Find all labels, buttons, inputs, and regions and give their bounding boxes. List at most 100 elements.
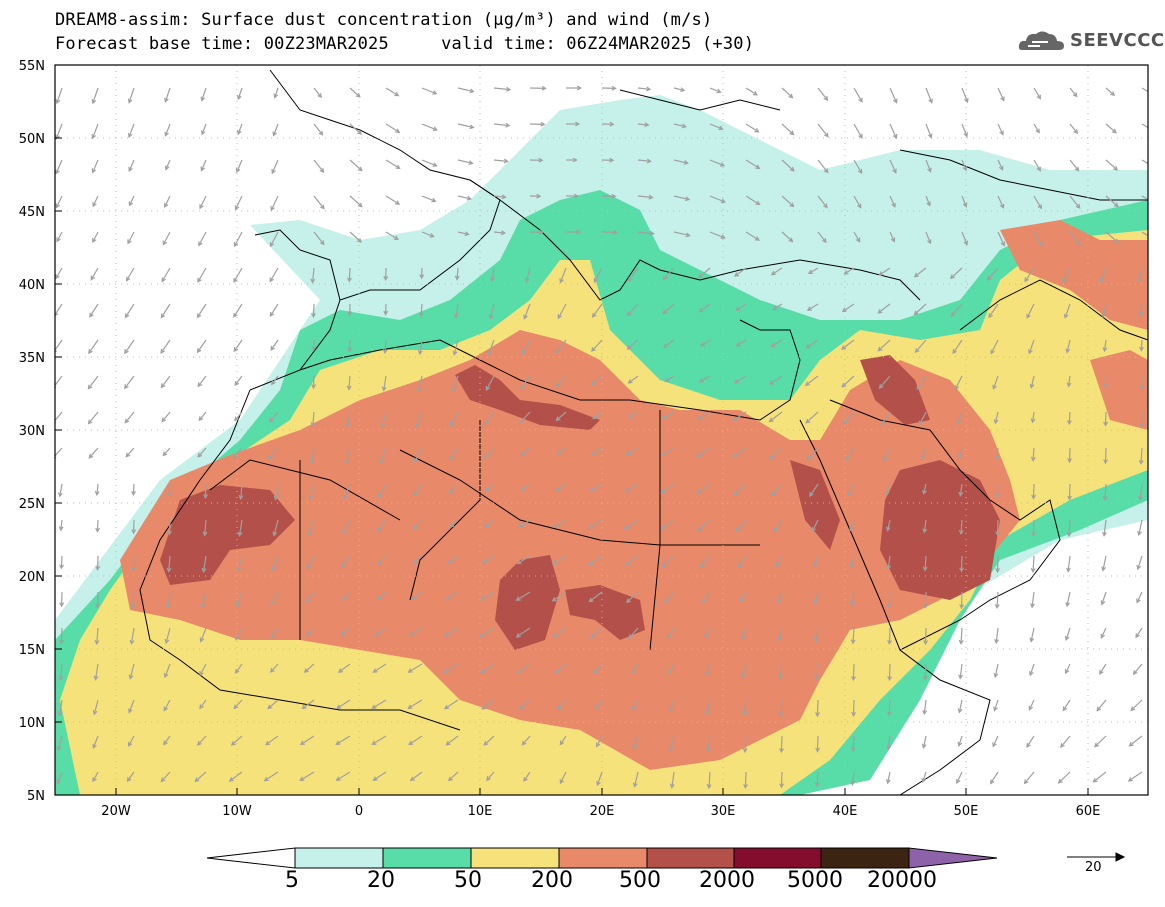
wind-arrow [843, 411, 855, 425]
wind-arrow [413, 483, 423, 496]
wind-arrow [887, 519, 891, 531]
wind-arrow-head [922, 528, 928, 534]
wind-arrow [807, 447, 819, 461]
wind-arrow-head [311, 312, 316, 318]
lat-label: 5N [27, 789, 45, 804]
wind-arrow-head [343, 494, 348, 500]
wind-arrow [997, 195, 1004, 209]
wind-arrow-head [536, 193, 542, 199]
wind-arrow [709, 231, 725, 239]
wind-arrow [307, 519, 315, 535]
wind-arrow-head [923, 640, 929, 646]
wind-arrow-head [357, 166, 363, 172]
wind-arrow [383, 375, 387, 391]
wind-arrow [590, 627, 603, 639]
wind-arrow [771, 267, 783, 276]
wind-arrow [234, 375, 243, 386]
wind-arrow-head [1024, 277, 1029, 283]
wind-arrow-head [233, 347, 239, 353]
wind-arrow-head [449, 522, 455, 528]
wind-arrow-head [87, 419, 93, 425]
wind-arrow-head [160, 383, 166, 389]
wind-arrow [132, 555, 135, 571]
wind-arrow [734, 267, 747, 277]
wind-arrow [817, 231, 827, 243]
wind-arrow [951, 303, 963, 317]
wind-arrow [480, 663, 495, 674]
wind-arrow [1062, 267, 1071, 283]
wind-arrow-head [95, 527, 101, 533]
wind-arrow-head [128, 674, 134, 680]
wind-arrow [741, 627, 747, 639]
wind-arrow [445, 591, 459, 601]
wind-arrow-head [556, 348, 561, 354]
wind-arrow-head [886, 564, 892, 571]
wind-arrow-head [90, 275, 96, 281]
wind-arrow [1093, 771, 1107, 783]
wind-arrow-head [878, 271, 884, 276]
wind-arrow [484, 447, 495, 459]
colorbar-label: 20 [367, 868, 395, 893]
wind-arrow-head [892, 168, 897, 174]
wind-arrow [408, 699, 423, 709]
wind-arrow [271, 375, 279, 385]
wind-arrow-head [789, 130, 795, 136]
wind-arrow-head [319, 240, 325, 246]
wind-arrow [96, 591, 99, 608]
wind-arrow [626, 591, 639, 603]
wind-arrow-head [1103, 421, 1109, 427]
wind-arrow-head [1066, 567, 1071, 573]
wind-arrow [451, 375, 459, 392]
wind-arrow [521, 735, 531, 746]
wind-arrow [309, 483, 315, 500]
wind-arrow [517, 663, 531, 674]
wind-arrow [994, 411, 999, 424]
wind-arrow [888, 591, 891, 607]
wind-arrow [596, 771, 603, 786]
wind-arrow [1105, 123, 1117, 134]
wind-arrow [1069, 231, 1081, 245]
wind-arrow [633, 735, 639, 749]
colorbar-segment [558, 847, 648, 869]
wind-arrow-head [347, 277, 352, 283]
wind-arrow-head [408, 632, 414, 637]
wind-arrow-head [660, 525, 666, 531]
wind-arrow-head [776, 562, 781, 568]
wind-arrow [770, 339, 783, 348]
wind-arrow-head [233, 277, 238, 283]
wind-arrow [590, 483, 603, 492]
wind-arrow [1101, 591, 1107, 605]
wind-arrow-head [202, 531, 208, 537]
wind-arrow-head [788, 93, 794, 99]
wind-arrow-head [505, 86, 512, 92]
wind-arrow-head [481, 705, 487, 710]
wind-arrow [960, 519, 963, 534]
wind-arrow [163, 735, 171, 745]
wind-arrow-head [680, 87, 686, 92]
wind-arrow-head [554, 669, 560, 675]
wind-arrow [455, 303, 459, 318]
wind-arrow [57, 735, 63, 750]
wind-arrow [166, 591, 171, 608]
wind-arrow [525, 267, 531, 283]
wind-arrow [449, 519, 459, 528]
wind-arrow [421, 231, 434, 238]
wind-arrow-head [56, 237, 61, 243]
wind-arrow-head [1028, 705, 1034, 711]
wind-arrow-head [196, 313, 202, 319]
wind-arrow [697, 411, 711, 420]
wind-arrow-head [1102, 347, 1108, 353]
wind-arrow [559, 267, 567, 283]
wind-arrow-head [631, 669, 636, 675]
wind-arrow-head [1066, 382, 1072, 388]
wind-arrow-head [1036, 166, 1041, 172]
wind-arrow-head [841, 382, 847, 388]
wind-arrow [1100, 627, 1107, 638]
wind-arrow [378, 483, 387, 498]
longitude-labels: 20W 10W 0 10E 20E 30E 40E 50E 60E [101, 804, 1100, 819]
wind-arrow-head [393, 235, 399, 240]
wind-arrow [557, 447, 567, 455]
wind-arrow [1104, 375, 1107, 388]
wind-arrow [269, 303, 279, 317]
wind-arrow-head [164, 638, 170, 645]
